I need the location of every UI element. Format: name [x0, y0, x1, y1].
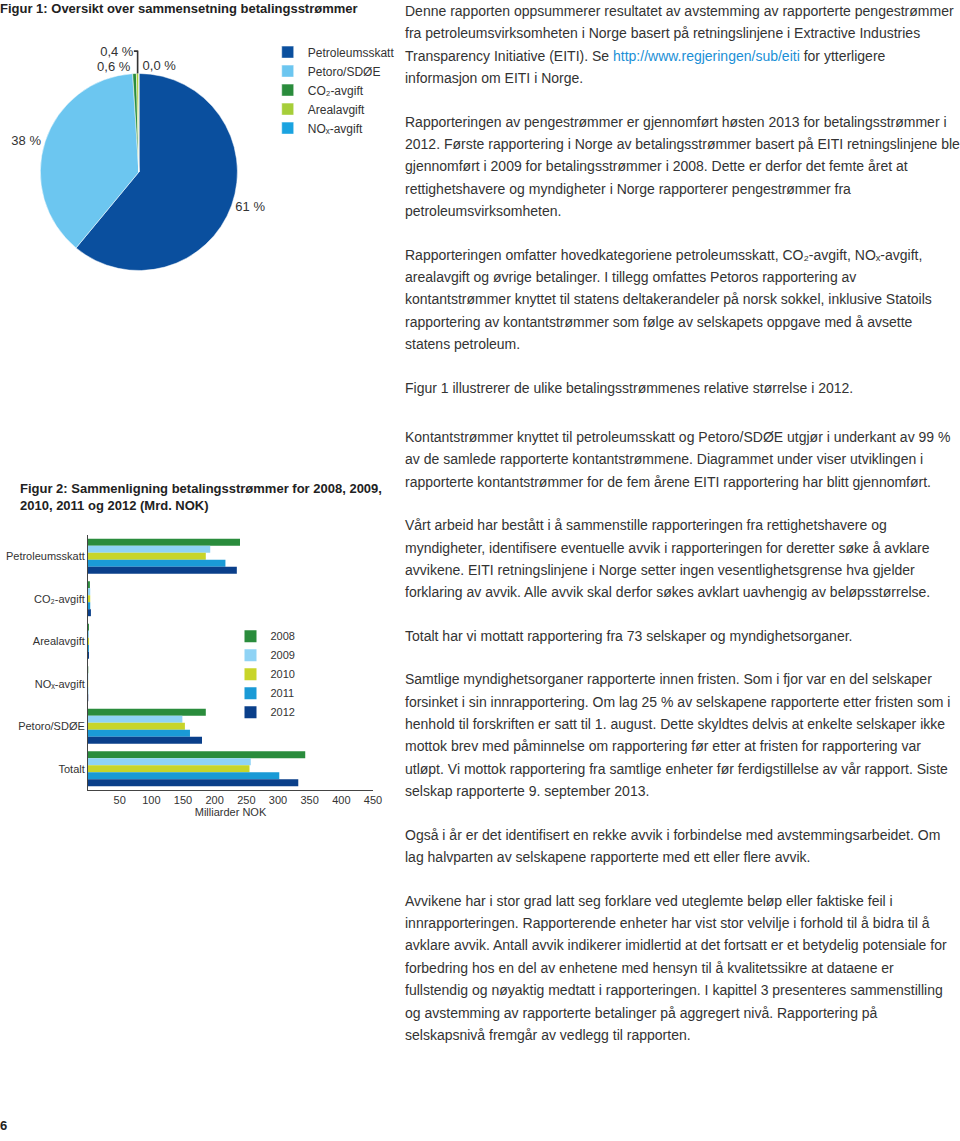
svg-text:400: 400: [332, 794, 350, 806]
html-text:Rapporteringen omfatter hovedk: Rapporteringen omfatter hovedkategoriene…: [405, 246, 932, 353]
svg-text:100: 100: [142, 794, 160, 806]
svg-text:NOₓ-avgift: NOₓ-avgift: [35, 678, 85, 690]
svg-text:Petroleumsskatt: Petroleumsskatt: [6, 550, 85, 562]
svg-text:300: 300: [269, 794, 287, 806]
html-text:Figur 1 illustrerer de ulike b: Figur 1 illustrerer de ulike betalingsst…: [405, 379, 854, 396]
svg-text:Petroleumsskatt: Petroleumsskatt: [308, 46, 395, 60]
html-text:Figur 2: Sammenligning betalin: Figur 2: Sammenligning betalingsstrømmer…: [20, 481, 382, 513]
svg-text:2012: 2012: [271, 706, 295, 718]
svg-text:61 %: 61 %: [235, 199, 265, 214]
svg-text:Petoro/SDØE: Petoro/SDØE: [308, 65, 381, 79]
html-text:Avvikene har i stor grad latt: Avvikene har i stor grad latt seg forkla…: [405, 892, 947, 1043]
svg-text:50: 50: [114, 794, 126, 806]
html-text:6: 6: [0, 1118, 8, 1133]
html-text:Samtlige myndighetsorganer rap: Samtlige myndighetsorganer rapporterte i…: [405, 671, 951, 800]
svg-text:150: 150: [174, 794, 192, 806]
svg-text:2010: 2010: [271, 668, 295, 680]
svg-text:NOₓ-avgift: NOₓ-avgift: [308, 122, 363, 136]
svg-text:Arealavgift: Arealavgift: [33, 635, 85, 647]
svg-text:450: 450: [364, 794, 382, 806]
html-text:Vårt arbeid har bestått i å sa: Vårt arbeid har bestått i å sammenstille…: [405, 517, 931, 601]
svg-text:2008: 2008: [271, 630, 295, 642]
svg-text:0,0 %: 0,0 %: [143, 58, 177, 73]
svg-text:Milliarder NOK: Milliarder NOK: [195, 806, 267, 818]
html-text:Rapporteringen av pengestrømme: Rapporteringen av pengestrømmer er gjenn…: [405, 113, 960, 220]
svg-text:Arealavgift: Arealavgift: [308, 103, 365, 117]
svg-text:350: 350: [300, 794, 318, 806]
svg-text:CO₂-avgift: CO₂-avgift: [34, 593, 85, 605]
html-text:Denne rapporten oppsummerer re: Denne rapporten oppsummerer resultatet a…: [405, 3, 954, 87]
svg-text:2009: 2009: [271, 649, 295, 661]
svg-text:Totalt: Totalt: [59, 763, 85, 775]
html-text:Også i år er det identifisert: Også i år er det identifisert en rekke a…: [405, 826, 941, 866]
svg-text:CO₂-avgift: CO₂-avgift: [308, 84, 364, 98]
svg-text:200: 200: [205, 794, 223, 806]
html-text:Figur 1: Oversikt over sammens: Figur 1: Oversikt over sammensetning bet…: [0, 1, 358, 16]
svg-text:0,4 %: 0,4 %: [100, 44, 134, 59]
svg-text:250: 250: [237, 794, 255, 806]
svg-text:38 %: 38 %: [11, 133, 41, 148]
html-text:Totalt har vi mottatt rapporte: Totalt har vi mottatt rapportering fra 7…: [405, 627, 853, 644]
svg-text:2011: 2011: [271, 687, 295, 699]
svg-text:Petoro/SDØE: Petoro/SDØE: [18, 720, 85, 732]
svg-text:0,6 %: 0,6 %: [97, 59, 131, 74]
html-text:Kontantstrømmer knyttet til pe: Kontantstrømmer knyttet til petroleumssk…: [405, 429, 951, 490]
